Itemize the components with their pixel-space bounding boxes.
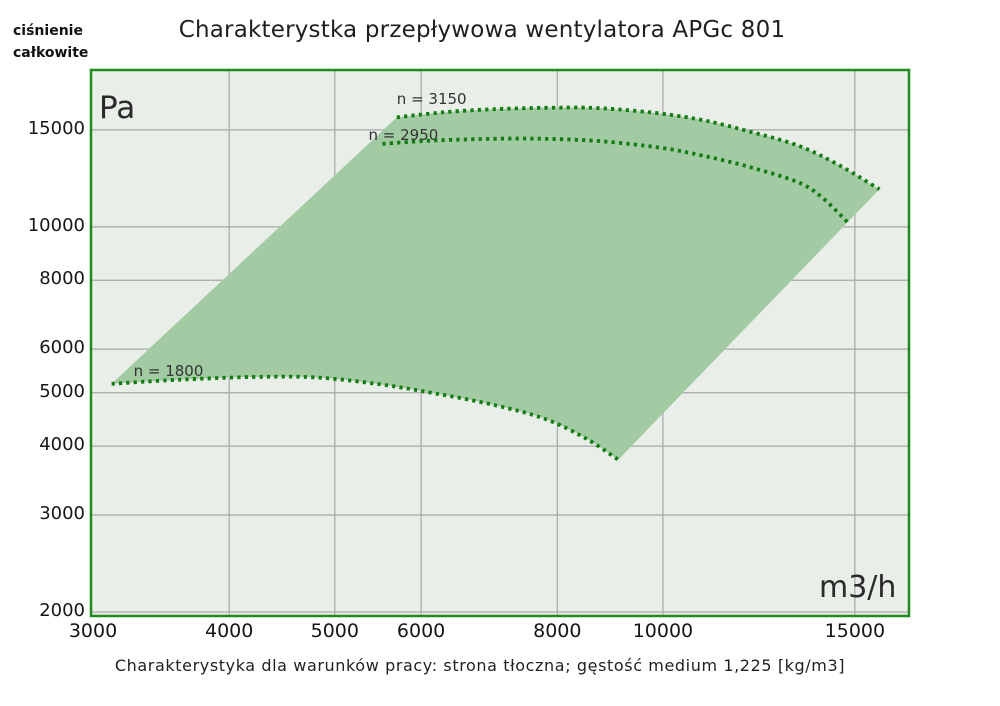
x-tick-label-10000: 10000 bbox=[632, 620, 694, 642]
y-unit-label: Pa bbox=[99, 90, 136, 126]
curve-label-n-2950: n = 2950 bbox=[368, 125, 439, 144]
y-axis-title-line1: ciśnienie bbox=[13, 23, 83, 39]
y-tick-label-5000: 5000 bbox=[39, 380, 85, 402]
y-tick-label-3000: 3000 bbox=[39, 502, 85, 524]
plot-border bbox=[89, 68, 911, 618]
curve-n-3150 bbox=[396, 105, 881, 191]
y-tick-label-10000: 10000 bbox=[27, 214, 85, 236]
curve-label-n-3150: n = 3150 bbox=[396, 90, 467, 109]
y-tick-label-8000: 8000 bbox=[39, 268, 85, 290]
curve-n-1800 bbox=[111, 374, 620, 462]
chart-caption: Charakterystyka dla warunków pracy: stro… bbox=[114, 656, 846, 675]
x-tick-label-3000: 3000 bbox=[68, 620, 118, 642]
y-axis-title: ciśnienie całkowite bbox=[13, 20, 88, 64]
chart-title: Charakterystka przepływowa wentylatora A… bbox=[178, 17, 786, 43]
y-axis-title-line2: całkowite bbox=[13, 45, 89, 61]
y-tick-label-2000: 2000 bbox=[39, 600, 85, 621]
operating-envelope-fill bbox=[111, 107, 880, 460]
x-tick-label-5000: 5000 bbox=[310, 620, 359, 642]
curve-n-2950 bbox=[382, 136, 852, 226]
x-tick-label-15000: 15000 bbox=[824, 620, 886, 642]
x-tick-label-4000: 4000 bbox=[204, 620, 254, 642]
y-tick-label-4000: 4000 bbox=[39, 434, 85, 456]
y-tick-label-15000: 15000 bbox=[27, 117, 85, 139]
x-tick-label-8000: 8000 bbox=[533, 620, 582, 642]
y-tick-label-6000: 6000 bbox=[39, 337, 85, 359]
x-tick-label-6000: 6000 bbox=[396, 620, 446, 642]
curve-label-n-1800: n = 1800 bbox=[133, 361, 204, 380]
x-unit-label: m3/h bbox=[819, 570, 897, 605]
